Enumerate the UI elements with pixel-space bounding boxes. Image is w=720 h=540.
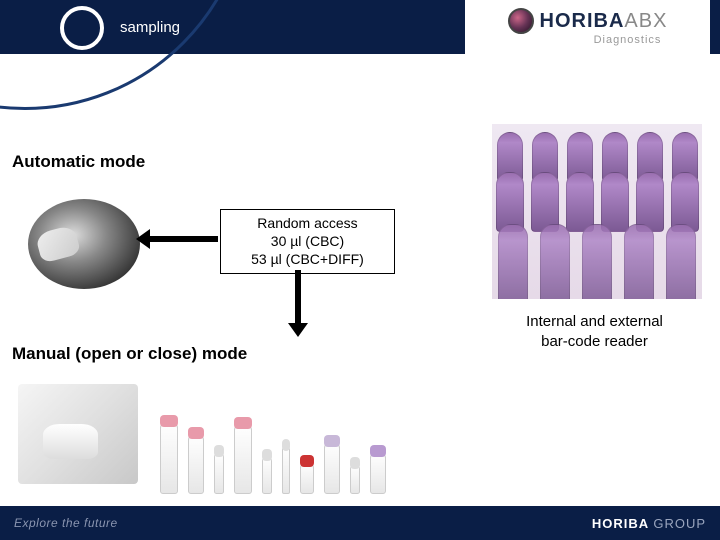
barcode-caption: Internal and external bar-code reader [497,312,692,353]
footer-tagline: Explore the future [14,516,118,530]
small-tube [324,442,340,494]
small-tube [370,452,386,494]
logo-suffix-text: ABX [624,10,667,32]
footer-brand: HORIBA GROUP [592,516,706,531]
small-tube [300,462,314,494]
footer-bar: Explore the future HORIBA GROUP [0,506,720,540]
arrow-left-icon [148,236,218,242]
header-circle-icon [60,6,104,50]
small-tube [214,452,224,494]
logo-text: HORIBAABX [540,10,668,33]
barcode-caption-l2: bar-code reader [497,332,692,352]
logo-main-text: HORIBA [540,10,625,32]
info-line1: Random access [227,214,388,232]
small-tube [282,446,290,494]
automatic-mode-image [28,199,140,289]
heading-automatic: Automatic mode [12,152,145,172]
content-area: Automatic mode Random access 30 µl (CBC)… [0,54,720,504]
sample-tubes-row [160,399,415,494]
footer-brand-suffix: GROUP [653,516,706,531]
header-bar: sampling HORIBAABX Diagnostics [0,0,720,54]
random-access-info: Random access 30 µl (CBC) 53 µl (CBC+DIF… [220,209,395,274]
small-tube [234,424,252,494]
small-tube [350,464,360,494]
globe-icon [508,8,534,34]
small-tube [262,456,272,494]
brand-logo: HORIBAABX Diagnostics [465,0,710,54]
info-line3: 53 µl (CBC+DIFF) [227,250,388,268]
manual-machine-image [18,384,138,484]
arrow-down-icon [295,270,301,325]
footer-brand-main: HORIBA [592,516,649,531]
small-tube [160,422,178,494]
test-tubes-image [492,124,702,299]
info-line2: 30 µl (CBC) [227,232,388,250]
small-tube [188,434,204,494]
barcode-caption-l1: Internal and external [497,312,692,332]
heading-manual: Manual (open or close) mode [12,344,247,364]
logo-subtext: Diagnostics [594,34,662,46]
